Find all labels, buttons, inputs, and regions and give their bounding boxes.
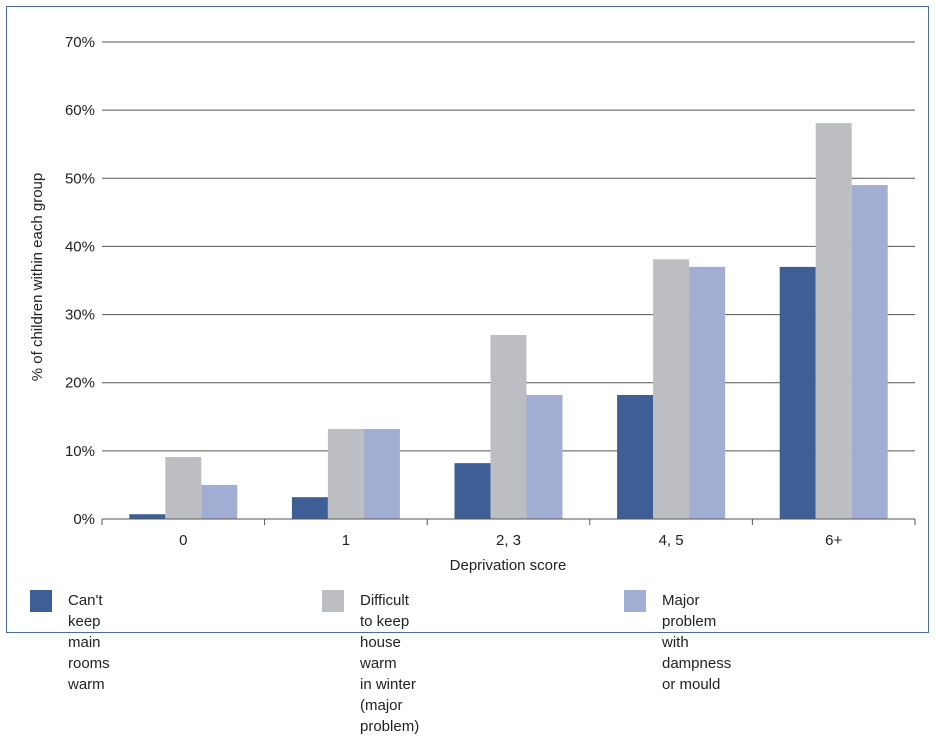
y-tick-label: 40%	[65, 238, 95, 255]
x-tick-label: 2, 3	[496, 532, 521, 549]
bar	[129, 514, 166, 519]
x-tick-label: 0	[179, 532, 187, 549]
bar	[617, 394, 654, 519]
y-tick-label: 70%	[65, 34, 95, 51]
legend-swatch	[30, 590, 52, 612]
bar	[689, 266, 726, 519]
bar	[363, 429, 400, 519]
bar-chart: 0% 10% 20% 30% 40% 50% 60% 70% 0 1 2, 3 4, 5 6+ % o…	[29, 34, 916, 574]
bar	[526, 394, 563, 519]
y-axis-ticks: 0% 10% 20% 30% 40% 50% 60% 70%	[65, 34, 95, 528]
bar	[201, 484, 238, 519]
bar	[454, 463, 491, 519]
legend-swatch	[322, 590, 344, 612]
bar	[653, 259, 690, 519]
bars	[129, 123, 888, 519]
x-tick-label: 6+	[825, 532, 842, 549]
bar	[327, 429, 364, 519]
legend-label: Difficult to keep house warm in winter (…	[360, 592, 420, 735]
y-tick-label: 10%	[65, 443, 95, 460]
y-tick-label: 60%	[65, 102, 95, 119]
legend-label: Major problem with dampness or mould	[662, 592, 732, 693]
x-tick-label: 1	[342, 532, 350, 549]
y-tick-label: 20%	[65, 375, 95, 392]
y-axis-label: % of children within each group	[29, 173, 46, 381]
bar	[490, 335, 527, 519]
y-tick-label: 30%	[65, 307, 95, 324]
bar	[165, 456, 202, 519]
bar	[779, 266, 816, 519]
legend-swatch	[624, 590, 646, 612]
y-tick-label: 50%	[65, 170, 95, 187]
x-axis-ticks: 0 1 2, 3 4, 5 6+	[101, 519, 916, 549]
chart-frame	[6, 6, 929, 633]
bar	[851, 185, 888, 519]
bar	[291, 497, 328, 519]
x-tick-label: 4, 5	[659, 532, 684, 549]
bar	[815, 123, 852, 519]
legend: Can't keep main rooms warm Difficult to …	[30, 586, 930, 735]
x-axis-label: Deprivation score	[450, 557, 567, 574]
gridlines	[102, 41, 915, 452]
y-tick-label: 0%	[73, 511, 95, 528]
legend-label: Can't keep main rooms warm	[68, 592, 110, 693]
